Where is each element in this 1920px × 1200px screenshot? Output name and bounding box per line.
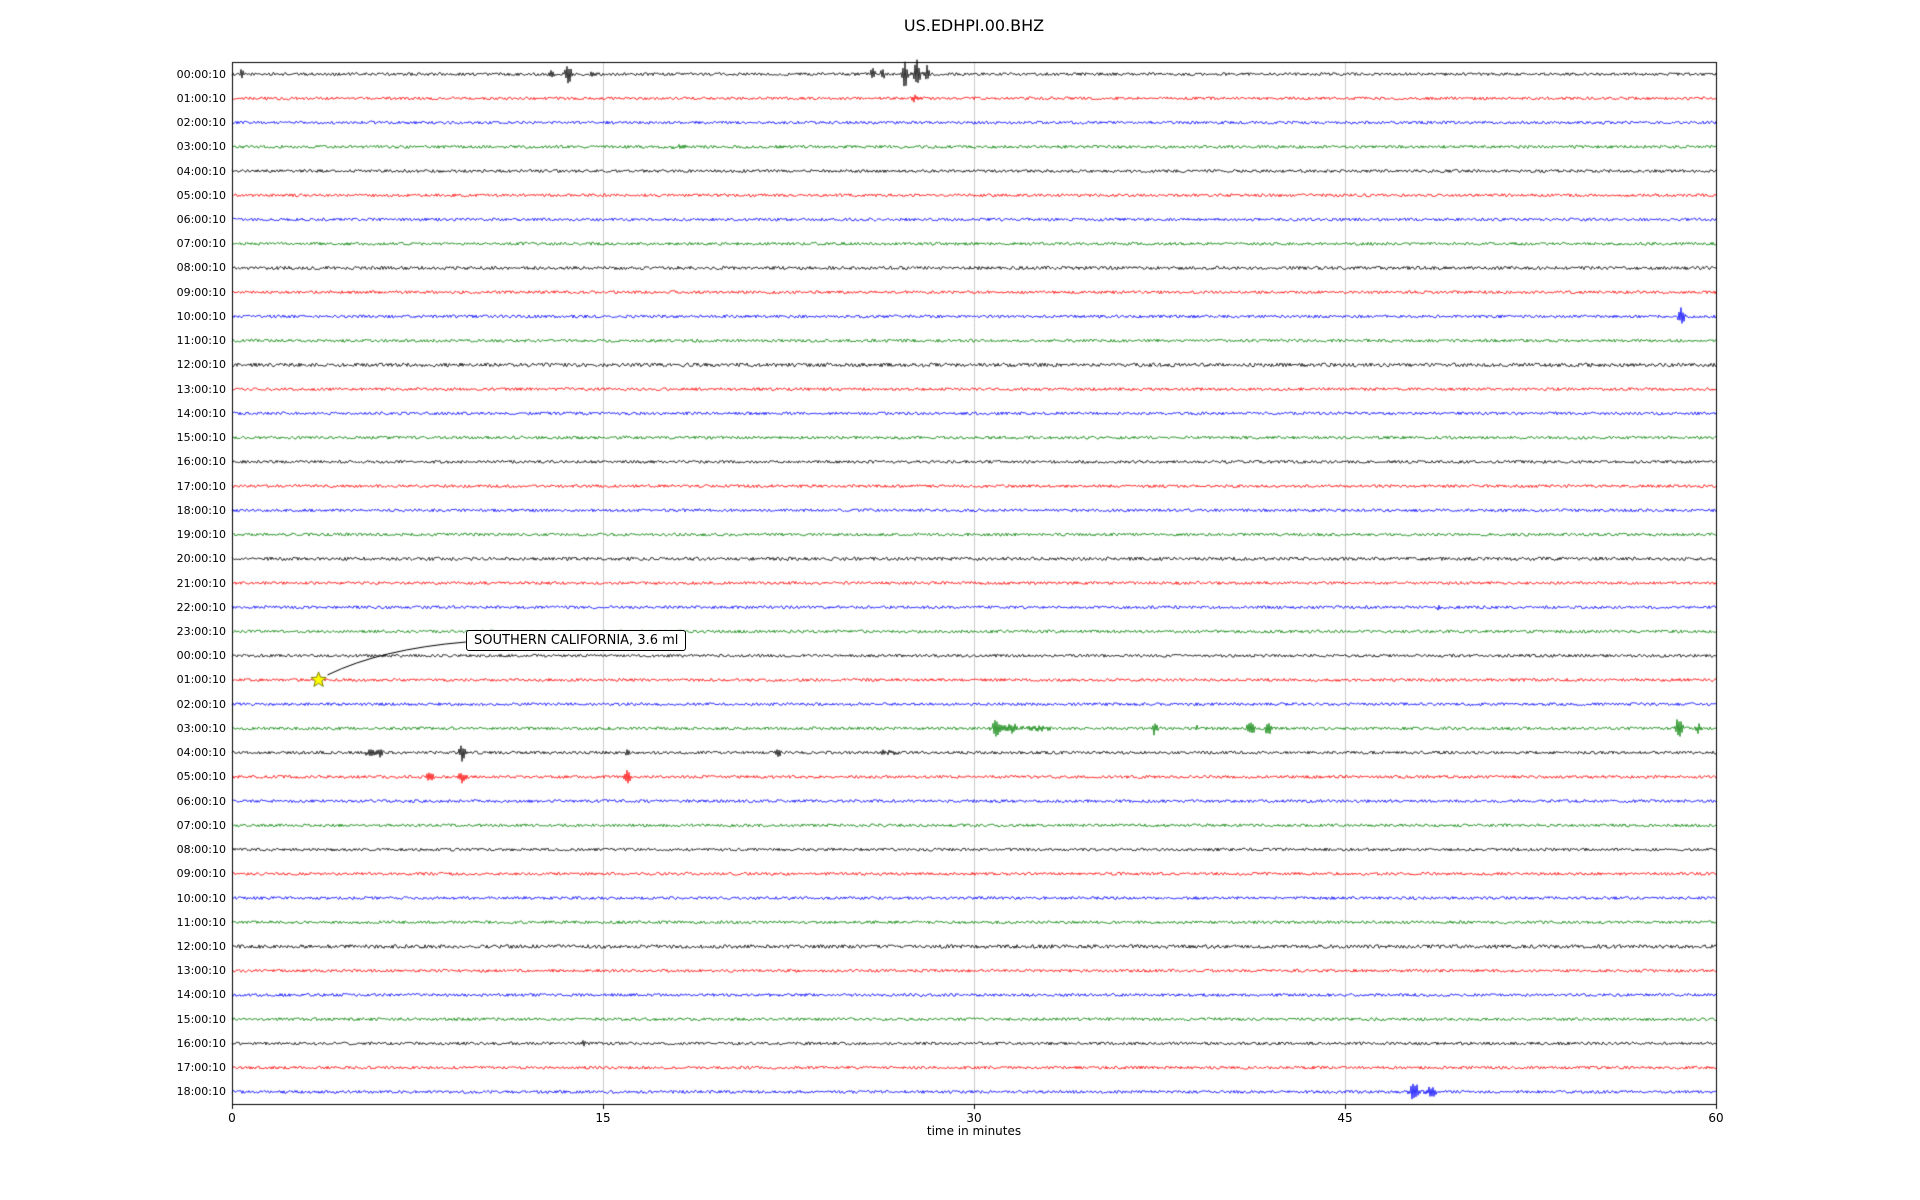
trace-label: 11:00:10 [176, 334, 226, 348]
trace-label: 15:00:10 [176, 1012, 226, 1026]
x-tick-label: 0 [228, 1111, 236, 1125]
trace-label: 06:00:10 [176, 794, 226, 808]
trace-label: 05:00:10 [176, 188, 226, 202]
trace-label: 23:00:10 [176, 624, 226, 638]
trace-label: 16:00:10 [176, 455, 226, 469]
trace-label: 14:00:10 [176, 406, 226, 420]
trace-label: 12:00:10 [176, 939, 226, 953]
trace-label: 16:00:10 [176, 1036, 226, 1050]
trace-label: 07:00:10 [176, 237, 226, 251]
x-tick-label: 60 [1708, 1111, 1724, 1125]
trace-label: 07:00:10 [176, 818, 226, 832]
trace-label: 20:00:10 [176, 552, 226, 566]
trace-label: 02:00:10 [176, 697, 226, 711]
trace-label: 01:00:10 [176, 91, 226, 105]
trace-label: 00:00:10 [176, 67, 226, 81]
x-tick-label: 15 [595, 1111, 611, 1125]
trace-label: 01:00:10 [176, 673, 226, 687]
trace-label: 09:00:10 [176, 285, 226, 299]
trace-label: 19:00:10 [176, 528, 226, 542]
trace-label: 21:00:10 [176, 576, 226, 590]
trace-label: 02:00:10 [176, 116, 226, 130]
x-tick-label: 30 [966, 1111, 982, 1125]
x-tick-label: 45 [1337, 1111, 1353, 1125]
trace-label: 04:00:10 [176, 164, 226, 178]
trace-label: 06:00:10 [176, 213, 226, 226]
trace-label: 03:00:10 [176, 140, 226, 154]
trace-label: 03:00:10 [176, 721, 226, 735]
trace-label: 13:00:10 [176, 964, 226, 978]
trace-label: 04:00:10 [176, 746, 226, 760]
event-annotation-label: SOUTHERN CALIFORNIA, 3.6 ml [466, 630, 687, 651]
trace-label: 12:00:10 [176, 358, 226, 372]
trace-label: 00:00:10 [176, 649, 226, 663]
trace-label: 10:00:10 [176, 891, 226, 905]
trace-label: 17:00:10 [176, 1061, 226, 1075]
trace-label: 18:00:10 [176, 503, 226, 517]
trace-label: 14:00:10 [176, 988, 226, 1002]
x-axis-title: time in minutes [926, 1124, 1022, 1138]
trace-label: 10:00:10 [176, 309, 226, 323]
trace-label: 05:00:10 [176, 770, 226, 784]
trace-label: 22:00:10 [176, 600, 226, 614]
trace-label: 15:00:10 [176, 431, 226, 445]
chart-title: US.EDHPI.00.BHZ [903, 16, 1045, 35]
trace-label: 11:00:10 [176, 915, 226, 929]
trace-label: 08:00:10 [176, 261, 226, 275]
trace-label: 13:00:10 [176, 382, 226, 396]
trace-label: 08:00:10 [176, 843, 226, 857]
trace-label: 09:00:10 [176, 867, 226, 881]
trace-label: 17:00:10 [176, 479, 226, 493]
trace-label: 18:00:10 [176, 1085, 226, 1099]
